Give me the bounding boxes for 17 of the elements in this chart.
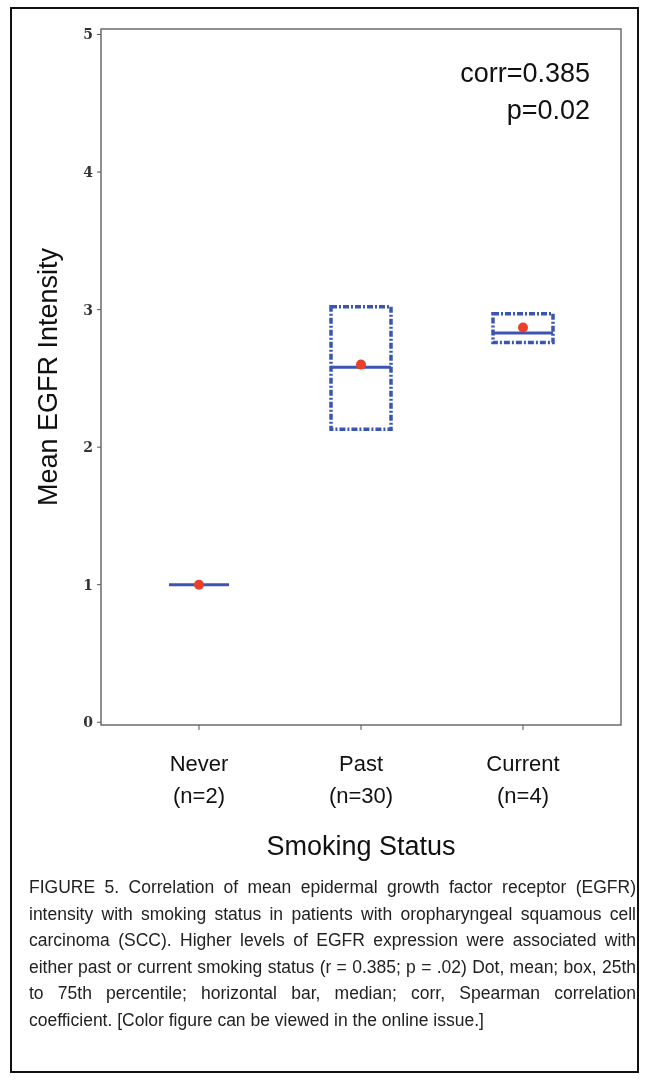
caption: FIGURE 5. Correlation of mean epidermal growth factor receptor (EGFR) intensity with smoking status in patients with oropharyngeal squamous cell carcinoma (SCC). Higher levels of EGFR expression were associated with either past or current smoking status (r = 0.385; p = .02) Dot, mean; box, 25th to 75th percentile; horizontal bar, median; corr, Spearman correlation coefficient. [Color figure can be viewed in the online issue.] xyxy=(29,876,636,1032)
y-tick-label: 2 xyxy=(83,439,93,456)
annotation: corr=0.385 xyxy=(460,58,590,88)
y-axis-title: Mean EGFR Intensity xyxy=(33,247,63,507)
x-tick-label: Never (n=2) xyxy=(169,751,229,808)
x-axis-title: Smoking Status xyxy=(266,831,456,861)
x-tick-label: Current (n=4) xyxy=(486,751,560,808)
point xyxy=(356,359,366,370)
point xyxy=(517,322,528,333)
y-tick-label: 1 xyxy=(83,576,93,593)
y-tick-label: 3 xyxy=(83,301,93,318)
annotation: p=0.02 xyxy=(506,95,590,125)
y-tick-label: 4 xyxy=(83,163,94,180)
x-tick-label: Past (n=30) xyxy=(328,751,394,808)
y-tick-label: 5 xyxy=(83,26,93,43)
y-tick-label: 0 xyxy=(83,714,94,731)
point xyxy=(194,579,205,590)
